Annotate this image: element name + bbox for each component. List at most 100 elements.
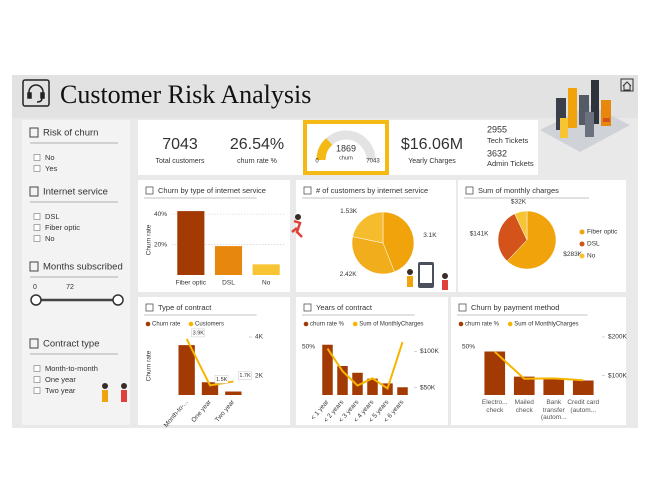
x-tick-label: Credit card (autom... — [567, 399, 600, 414]
gauge-max: 7043 — [366, 159, 380, 165]
filter-title: Months subscribed — [43, 262, 123, 273]
kpi-label: churn rate % — [237, 158, 277, 165]
line — [326, 341, 404, 391]
x-tick-label: Mailed check — [514, 399, 534, 414]
chart-title: Sum of monthly charges — [478, 186, 559, 195]
pie-label: $283K — [563, 251, 582, 258]
x-tick-label-box: Credit card (autom... — [567, 399, 600, 414]
filter-option: Fiber optic — [45, 223, 80, 232]
chart-icon — [145, 186, 154, 195]
data-label: 1.5K — [216, 377, 228, 383]
bar — [367, 378, 378, 395]
bar — [177, 211, 205, 275]
filter-checkbox[interactable] — [33, 376, 41, 383]
person-illustration — [102, 214, 448, 402]
data-label-bg — [214, 375, 229, 384]
chart-card — [451, 297, 626, 425]
filter-option: Month-to-month — [45, 364, 98, 373]
pie-label: 3.1K — [423, 232, 437, 239]
bar — [225, 391, 242, 395]
y2-tick-label: $50K — [420, 384, 436, 391]
slider-handle[interactable] — [30, 294, 42, 306]
chart-title: Years of contract — [316, 303, 373, 312]
y-axis-label: Churn rate — [146, 224, 153, 255]
filter-checkbox[interactable] — [33, 224, 41, 231]
pie-slice — [497, 213, 528, 262]
bar — [214, 246, 243, 275]
slider-handle[interactable] — [112, 294, 124, 306]
x-tick-label: Fiber optic — [176, 280, 207, 287]
legend-label: churn rate % — [465, 322, 500, 328]
bar — [397, 387, 408, 395]
data-label-bg — [191, 328, 205, 338]
legend-swatch — [458, 321, 464, 327]
chart-icon — [458, 303, 467, 312]
y-tick-label: 50% — [302, 343, 315, 350]
gauge-frame — [303, 120, 389, 175]
slider-min: 0 — [33, 284, 37, 291]
pie-slice — [382, 211, 415, 273]
chart-title: Churn by payment method — [471, 303, 559, 312]
legend-label: Sum of MonthlyCharges — [514, 322, 578, 328]
bar — [543, 378, 565, 395]
kpi-label: Admin Tickets — [487, 159, 534, 168]
filter-checkbox[interactable] — [33, 165, 41, 172]
home-icon[interactable] — [620, 78, 634, 92]
chart-card — [138, 180, 290, 292]
y-tick-label: 50% — [462, 343, 475, 350]
filter-checkbox[interactable] — [33, 213, 41, 220]
x-tick-label-box: Electro... check — [481, 399, 508, 414]
y-tick-label: 20% — [154, 241, 167, 248]
pie-label: 2.42K — [340, 271, 358, 278]
bar — [572, 380, 594, 395]
y2-tick-label: $200K — [608, 334, 627, 341]
gauge-label: churn — [339, 155, 353, 161]
filter-icon — [29, 261, 39, 272]
legend-label: No — [587, 253, 596, 260]
filter-title: Contract type — [43, 339, 100, 350]
filter-option: One year — [45, 375, 76, 384]
filter-checkbox[interactable] — [33, 365, 41, 372]
data-label: 1.7K — [239, 373, 251, 379]
chart-title: # of customers by internet service — [316, 186, 428, 195]
x-tick-label-box: Mailed check — [514, 399, 534, 414]
gauge-value — [316, 138, 333, 161]
legend-swatch — [303, 321, 309, 327]
y2-tick-label: 2K — [255, 372, 264, 379]
filter-icon — [29, 127, 39, 138]
legend-label: churn rate % — [310, 322, 345, 328]
slider-max: 72 — [66, 284, 74, 291]
kpi-value: 3632 — [487, 148, 507, 158]
legend-swatch — [579, 241, 585, 247]
pie-label: $141K — [470, 231, 489, 238]
data-label-bg — [238, 371, 252, 380]
bar — [513, 376, 535, 395]
filter-checkbox[interactable] — [33, 387, 41, 394]
y2-tick-label: $100K — [420, 348, 439, 355]
bar — [252, 264, 280, 275]
filter-icon — [29, 186, 39, 197]
pie-label: $32K — [511, 199, 527, 206]
x-tick-label: Electro... check — [481, 399, 508, 414]
filter-title: Internet service — [43, 187, 108, 198]
x-tick-label-box: Bank transfer (autom... — [541, 399, 567, 421]
kpi-value: $16.06M — [401, 136, 463, 153]
bar — [178, 345, 195, 395]
chart-icon — [465, 186, 474, 195]
filter-checkbox[interactable] — [33, 235, 41, 242]
chart-card — [296, 297, 448, 425]
kpi-value: 26.54% — [230, 136, 284, 153]
line — [494, 350, 584, 382]
filter-title: Risk of churn — [43, 128, 98, 139]
legend-label: Sum of MonthlyCharges — [359, 322, 423, 328]
filter-checkbox[interactable] — [33, 154, 41, 161]
legend-swatch — [145, 321, 151, 327]
pie-slice — [352, 211, 384, 244]
filter-option: No — [45, 153, 55, 162]
kpi-value: 2955 — [487, 124, 507, 134]
city-illustration — [540, 80, 630, 152]
chart-icon — [303, 303, 312, 312]
filter-icon — [29, 338, 39, 349]
pie-slice — [514, 210, 528, 241]
